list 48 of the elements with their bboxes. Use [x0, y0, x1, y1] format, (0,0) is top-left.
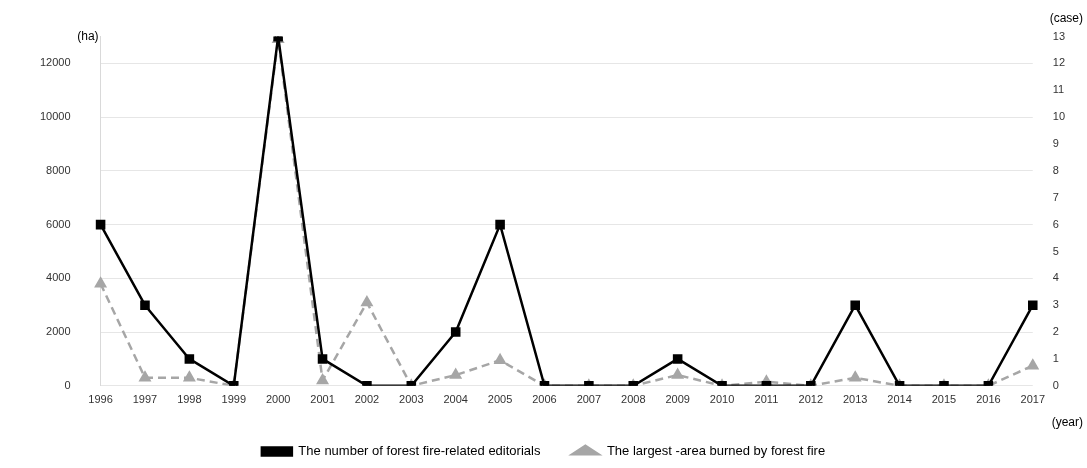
y2-axis-title: (case): [1049, 10, 1083, 25]
x-tick-label: 1997: [132, 393, 158, 406]
x-tick-label: 2004: [443, 393, 468, 406]
x-tick-label: 1996: [88, 393, 113, 406]
x-tick-label: 2017: [1020, 393, 1046, 406]
x-tick-label: 1999: [221, 393, 246, 406]
y-tick-label: 12000: [39, 56, 71, 69]
x-tick-label: 2002: [354, 393, 380, 406]
legend-label: The number of forest fire-related editorials: [298, 443, 541, 459]
x-tick-label: 2011: [754, 393, 779, 406]
y-tick-label: 0: [64, 378, 71, 391]
legend-label: The largest -area burned by forest fire: [606, 443, 826, 459]
y2-tick-label: 3: [1052, 298, 1059, 311]
x-tick-label: 2009: [665, 393, 690, 406]
y2-tick-label: 2: [1052, 325, 1059, 338]
y2-tick-label: 9: [1052, 137, 1059, 150]
x-axis-title: (year): [1051, 415, 1083, 430]
x-tick-label: 2006: [532, 393, 557, 406]
y2-tick-label: 12: [1052, 56, 1066, 69]
x-tick-label: 2014: [887, 393, 912, 406]
x-tick-label: 2001: [310, 393, 335, 406]
y-axis-title: (ha): [77, 28, 99, 43]
y2-tick-label: 6: [1052, 217, 1059, 230]
y-tick-label: 4000: [46, 271, 71, 284]
y2-tick-label: 8: [1052, 163, 1059, 176]
y-tick-label: 6000: [46, 217, 71, 230]
y2-tick-label: 5: [1052, 244, 1059, 257]
x-tick-label: 2008: [621, 393, 646, 406]
x-tick-label: 2013: [842, 393, 868, 406]
x-tick-label: 2015: [931, 393, 957, 406]
y2-tick-label: 4: [1052, 271, 1059, 284]
x-tick-label: 2003: [399, 393, 424, 406]
y-tick-label: 10000: [39, 110, 71, 123]
x-tick-label: 2012: [798, 393, 824, 406]
x-tick-label: 2010: [709, 393, 735, 406]
x-tick-label: 1998: [177, 393, 202, 406]
y2-tick-label: 0: [1052, 378, 1059, 391]
y-tick-label: 8000: [46, 163, 71, 176]
y2-tick-label: 7: [1052, 190, 1059, 203]
x-tick-label: 2007: [576, 393, 602, 406]
y-tick-label: 2000: [46, 325, 71, 338]
y2-tick-label: 11: [1052, 83, 1065, 96]
x-tick-label: 2005: [487, 393, 513, 406]
y2-tick-label: 1: [1052, 351, 1059, 364]
y2-tick-label: 13: [1052, 29, 1066, 42]
y2-tick-label: 10: [1052, 110, 1066, 123]
x-tick-label: 2016: [976, 393, 1001, 406]
x-tick-label: 2000: [265, 393, 291, 406]
